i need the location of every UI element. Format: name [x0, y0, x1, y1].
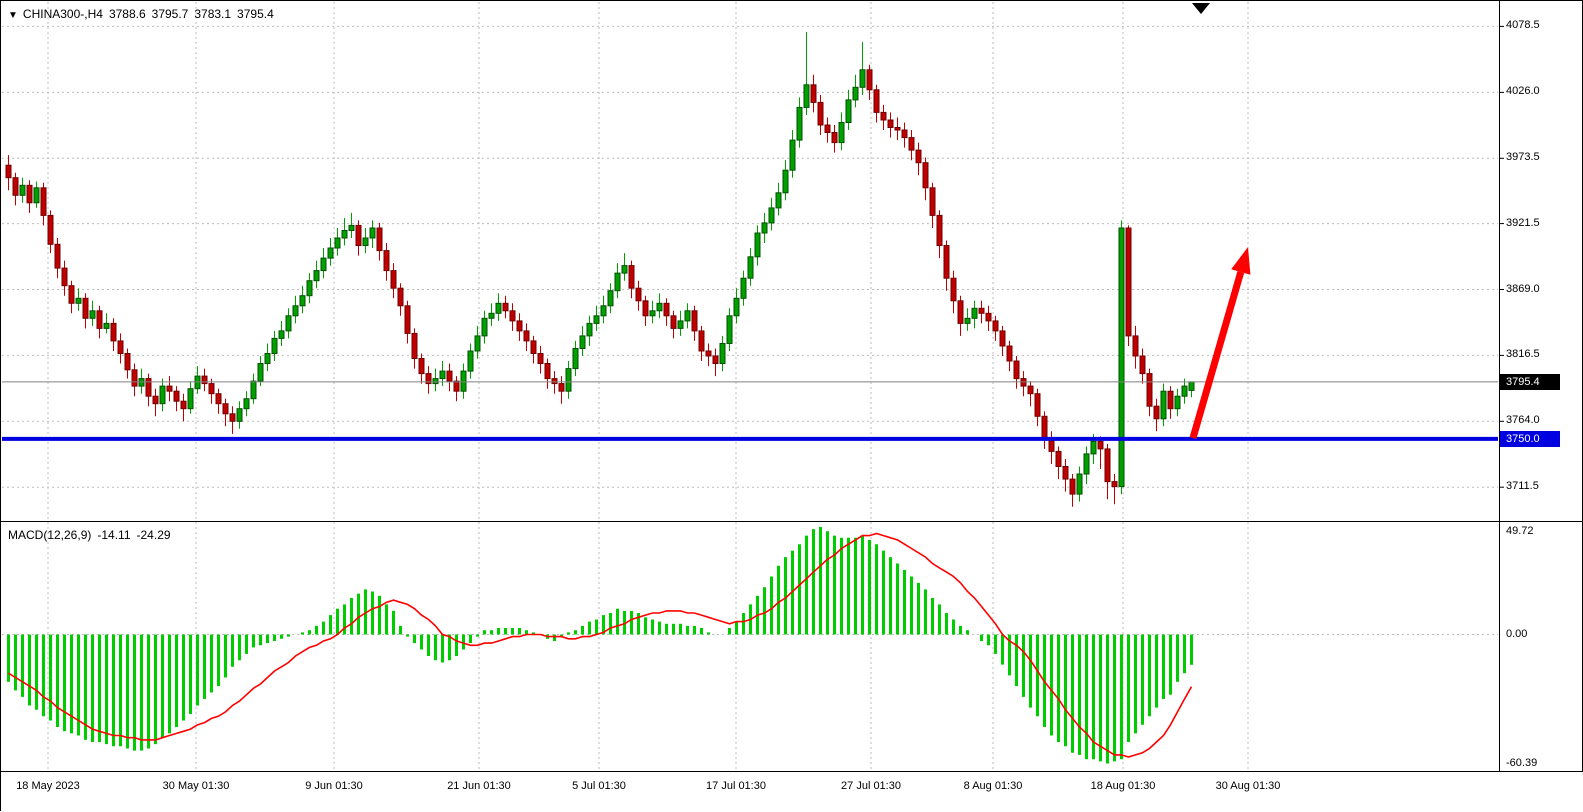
symbol-period-label: CHINA300-,H4 — [23, 7, 103, 21]
time-axis-label: 18 May 2023 — [0, 780, 103, 793]
time-axis-label: 9 Jun 01:30 — [279, 780, 389, 793]
ohlc-high-value: 3795.7 — [152, 7, 189, 21]
macd-histogram — [9, 527, 1192, 764]
hline-price-tag: 3750.0 — [1500, 431, 1560, 447]
price-axis-label: 3869.0 — [1506, 283, 1540, 296]
macd-axis-label: 49.72 — [1506, 525, 1534, 538]
time-axis-label: 18 Aug 01:30 — [1068, 780, 1178, 793]
time-axis-label: 5 Jul 01:30 — [544, 780, 654, 793]
arrow-up-object[interactable] — [1193, 247, 1250, 438]
macd-name-label: MACD(12,26,9) — [8, 528, 91, 542]
time-axis-label: 21 Jun 01:30 — [424, 780, 534, 793]
time-axis-label: 8 Aug 01:30 — [938, 780, 1048, 793]
collapse-triangle-icon[interactable]: ▼ — [8, 10, 18, 21]
macd-signal-value: -24.29 — [137, 528, 171, 542]
price-axis-label: 3816.5 — [1506, 348, 1540, 361]
macd-value: -14.11 — [97, 528, 130, 542]
current-price-tag: 3795.4 — [1500, 374, 1560, 390]
macd-signal-line — [9, 534, 1192, 758]
candlesticks — [6, 32, 1194, 507]
price-axis-label: 3921.5 — [1506, 217, 1540, 230]
price-axis-label: 3711.5 — [1506, 480, 1539, 493]
time-axis-label: 30 Aug 01:30 — [1193, 780, 1303, 793]
macd-axis-label: 0.00 — [1506, 628, 1527, 641]
time-axis-label: 27 Jul 01:30 — [816, 780, 926, 793]
ohlc-low-value: 3783.1 — [194, 7, 231, 21]
time-axis-label: 17 Jul 01:30 — [681, 780, 791, 793]
price-axis-label: 3764.0 — [1506, 414, 1540, 427]
chart-shift-marker-icon[interactable] — [1192, 3, 1210, 14]
macd-indicator-label: MACD(12,26,9) -14.11 -24.29 — [8, 528, 177, 542]
ohlc-open-value: 3788.6 — [109, 7, 146, 21]
symbol-ohlc-readout: ▼ CHINA300-,H4 3788.6 3795.7 3783.1 3795.4 — [8, 7, 280, 21]
grid — [2, 2, 1504, 777]
macd-axis-label: -60.39 — [1506, 757, 1537, 770]
time-axis-label: 30 May 01:30 — [141, 780, 251, 793]
ohlc-close-value: 3795.4 — [237, 7, 274, 21]
price-axis-label: 4078.5 — [1506, 19, 1540, 32]
time-axis[interactable]: 18 May 2023 30 May 01:30 9 Jun 01:30 21 Jun… — [1, 772, 1583, 811]
price-axis-label: 4026.0 — [1506, 85, 1540, 98]
price-axis-label: 3973.5 — [1506, 151, 1540, 164]
